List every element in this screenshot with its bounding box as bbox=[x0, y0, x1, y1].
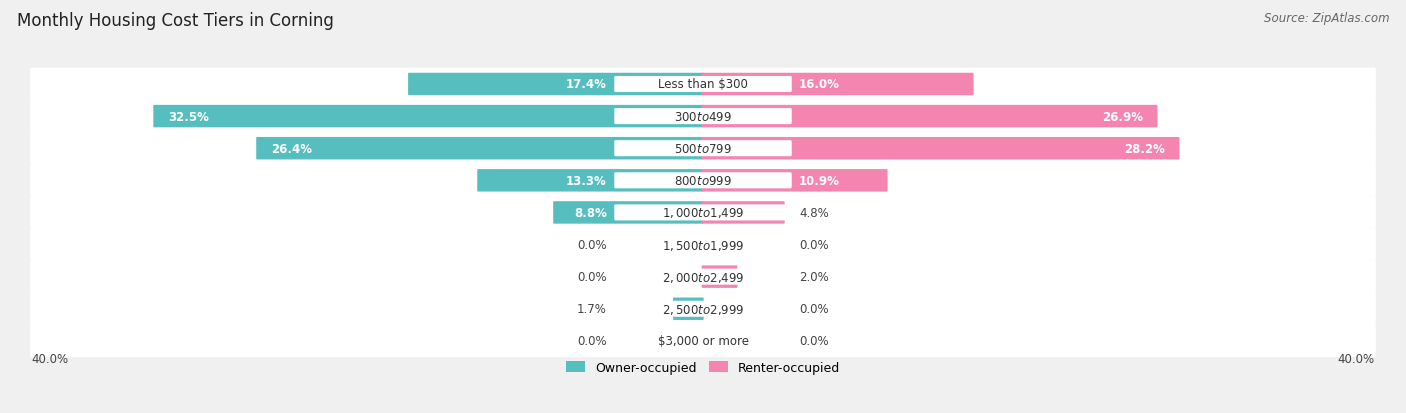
Text: 0.0%: 0.0% bbox=[578, 238, 607, 252]
Text: 17.4%: 17.4% bbox=[567, 78, 607, 91]
Text: 0.0%: 0.0% bbox=[578, 271, 607, 283]
Text: 0.0%: 0.0% bbox=[799, 238, 828, 252]
Text: 2.0%: 2.0% bbox=[799, 271, 830, 283]
FancyBboxPatch shape bbox=[702, 266, 737, 288]
Text: 16.0%: 16.0% bbox=[799, 78, 839, 91]
Text: 0.0%: 0.0% bbox=[799, 302, 828, 316]
Text: 10.9%: 10.9% bbox=[799, 174, 839, 188]
Text: Monthly Housing Cost Tiers in Corning: Monthly Housing Cost Tiers in Corning bbox=[17, 12, 333, 30]
FancyBboxPatch shape bbox=[673, 298, 703, 320]
FancyBboxPatch shape bbox=[614, 333, 792, 349]
Text: 0.0%: 0.0% bbox=[799, 335, 828, 347]
Text: $1,500 to $1,999: $1,500 to $1,999 bbox=[662, 238, 744, 252]
Text: 4.8%: 4.8% bbox=[799, 206, 830, 219]
Text: 26.4%: 26.4% bbox=[271, 142, 312, 155]
FancyBboxPatch shape bbox=[30, 69, 1376, 101]
FancyBboxPatch shape bbox=[614, 237, 792, 253]
FancyBboxPatch shape bbox=[614, 173, 792, 189]
Text: 0.0%: 0.0% bbox=[578, 335, 607, 347]
Text: Less than $300: Less than $300 bbox=[658, 78, 748, 91]
Text: 32.5%: 32.5% bbox=[169, 110, 209, 123]
FancyBboxPatch shape bbox=[702, 74, 973, 96]
Text: Source: ZipAtlas.com: Source: ZipAtlas.com bbox=[1264, 12, 1389, 25]
Legend: Owner-occupied, Renter-occupied: Owner-occupied, Renter-occupied bbox=[561, 356, 845, 379]
FancyBboxPatch shape bbox=[30, 133, 1376, 165]
Text: $300 to $499: $300 to $499 bbox=[673, 110, 733, 123]
FancyBboxPatch shape bbox=[614, 141, 792, 157]
FancyBboxPatch shape bbox=[614, 109, 792, 125]
FancyBboxPatch shape bbox=[614, 205, 792, 221]
FancyBboxPatch shape bbox=[30, 261, 1376, 293]
Text: 8.8%: 8.8% bbox=[574, 206, 607, 219]
FancyBboxPatch shape bbox=[614, 269, 792, 285]
Text: $2,000 to $2,499: $2,000 to $2,499 bbox=[662, 270, 744, 284]
Text: $800 to $999: $800 to $999 bbox=[673, 174, 733, 188]
Text: $500 to $799: $500 to $799 bbox=[673, 142, 733, 155]
FancyBboxPatch shape bbox=[30, 229, 1376, 261]
FancyBboxPatch shape bbox=[702, 106, 1157, 128]
FancyBboxPatch shape bbox=[614, 301, 792, 317]
FancyBboxPatch shape bbox=[614, 77, 792, 93]
FancyBboxPatch shape bbox=[553, 202, 703, 224]
Text: 28.2%: 28.2% bbox=[1125, 142, 1166, 155]
FancyBboxPatch shape bbox=[408, 74, 703, 96]
Text: 26.9%: 26.9% bbox=[1102, 110, 1143, 123]
Text: $2,500 to $2,999: $2,500 to $2,999 bbox=[662, 302, 744, 316]
FancyBboxPatch shape bbox=[30, 164, 1376, 197]
Text: $1,000 to $1,499: $1,000 to $1,499 bbox=[662, 206, 744, 220]
FancyBboxPatch shape bbox=[702, 138, 1180, 160]
FancyBboxPatch shape bbox=[30, 100, 1376, 133]
FancyBboxPatch shape bbox=[30, 293, 1376, 325]
FancyBboxPatch shape bbox=[153, 106, 703, 128]
Text: 1.7%: 1.7% bbox=[576, 302, 607, 316]
FancyBboxPatch shape bbox=[30, 325, 1376, 357]
FancyBboxPatch shape bbox=[702, 170, 887, 192]
FancyBboxPatch shape bbox=[702, 202, 785, 224]
FancyBboxPatch shape bbox=[477, 170, 703, 192]
FancyBboxPatch shape bbox=[256, 138, 703, 160]
Text: 13.3%: 13.3% bbox=[567, 174, 607, 188]
Text: 40.0%: 40.0% bbox=[1337, 352, 1375, 365]
Text: $3,000 or more: $3,000 or more bbox=[658, 335, 748, 347]
FancyBboxPatch shape bbox=[30, 197, 1376, 229]
Text: 40.0%: 40.0% bbox=[31, 352, 69, 365]
